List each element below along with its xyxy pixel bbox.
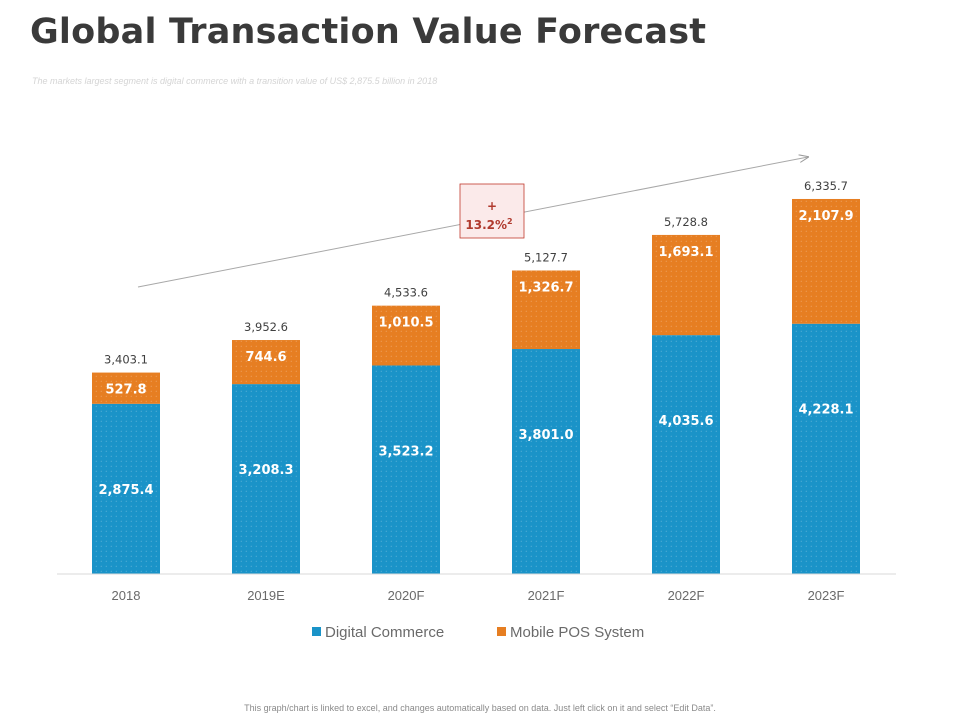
page-subtitle: The markets largest segment is digital c… [32,76,438,86]
legend-label-digital-commerce: Digital Commerce [325,624,444,641]
total-label-2022F: 5,728.8 [664,215,708,229]
data-label-mobile-pos-2022F: 1,693.1 [658,245,713,260]
chart-legend: Digital Commerce Mobile POS System [312,624,644,641]
data-label-mobile-pos-2021F: 1,326.7 [518,280,573,295]
bar-texture-digital-commerce-2023F [792,323,860,574]
data-label-digital-commerce-2023F: 4,228.1 [798,403,853,418]
bar-texture-mobile-pos-2019E [232,340,300,385]
x-tick-label-2020F: 2020F [388,588,425,603]
cagr-value: 13.2%2 [465,217,512,232]
data-label-digital-commerce-2019E: 3,208.3 [238,463,293,478]
data-label-mobile-pos-2019E: 744.6 [245,350,286,365]
total-label-2020F: 4,533.6 [384,286,428,300]
total-label-2018: 3,403.1 [104,353,148,367]
bar-texture-digital-commerce-2020F [372,365,440,574]
bar-texture-mobile-pos-2022F [652,234,720,336]
data-label-mobile-pos-2018: 527.8 [105,383,146,398]
bar-texture-digital-commerce-2022F [652,335,720,574]
bar-texture-digital-commerce-2021F [512,349,580,574]
bar-texture-digital-commerce-2018 [92,403,160,574]
total-label-2019E: 3,952.6 [244,320,288,334]
bar-texture-digital-commerce-2019E [232,384,300,574]
page-title: Global Transaction Value Forecast [30,12,707,52]
data-label-digital-commerce-2022F: 4,035.6 [658,414,713,429]
total-label-2023F: 6,335.7 [804,179,848,193]
x-tick-label-2023F: 2023F [808,588,845,603]
legend-label-mobile-pos: Mobile POS System [510,624,644,641]
data-label-digital-commerce-2018: 2,875.4 [98,483,153,498]
cagr-sign: + [487,199,497,213]
total-label-2021F: 5,127.7 [524,250,568,264]
bar-texture-mobile-pos-2023F [792,198,860,324]
footer-note: This graph/chart is linked to excel, and… [244,703,716,713]
legend-swatch-digital-commerce [312,627,321,636]
x-tick-label-2021F: 2021F [528,588,565,603]
x-tick-label-2018: 2018 [112,588,141,603]
bar-texture-mobile-pos-2020F [372,305,440,366]
data-label-digital-commerce-2020F: 3,523.2 [378,444,433,459]
x-tick-label-2022F: 2022F [668,588,705,603]
cagr-callout: + 13.2%2 [459,183,525,239]
data-label-mobile-pos-2023F: 2,107.9 [798,209,853,224]
data-label-digital-commerce-2021F: 3,801.0 [518,428,573,443]
legend-swatch-mobile-pos [497,627,506,636]
bar-texture-mobile-pos-2018 [92,372,160,404]
bar-texture-mobile-pos-2021F [512,270,580,350]
data-label-mobile-pos-2020F: 1,010.5 [378,316,433,331]
x-tick-label-2019E: 2019E [247,588,285,603]
